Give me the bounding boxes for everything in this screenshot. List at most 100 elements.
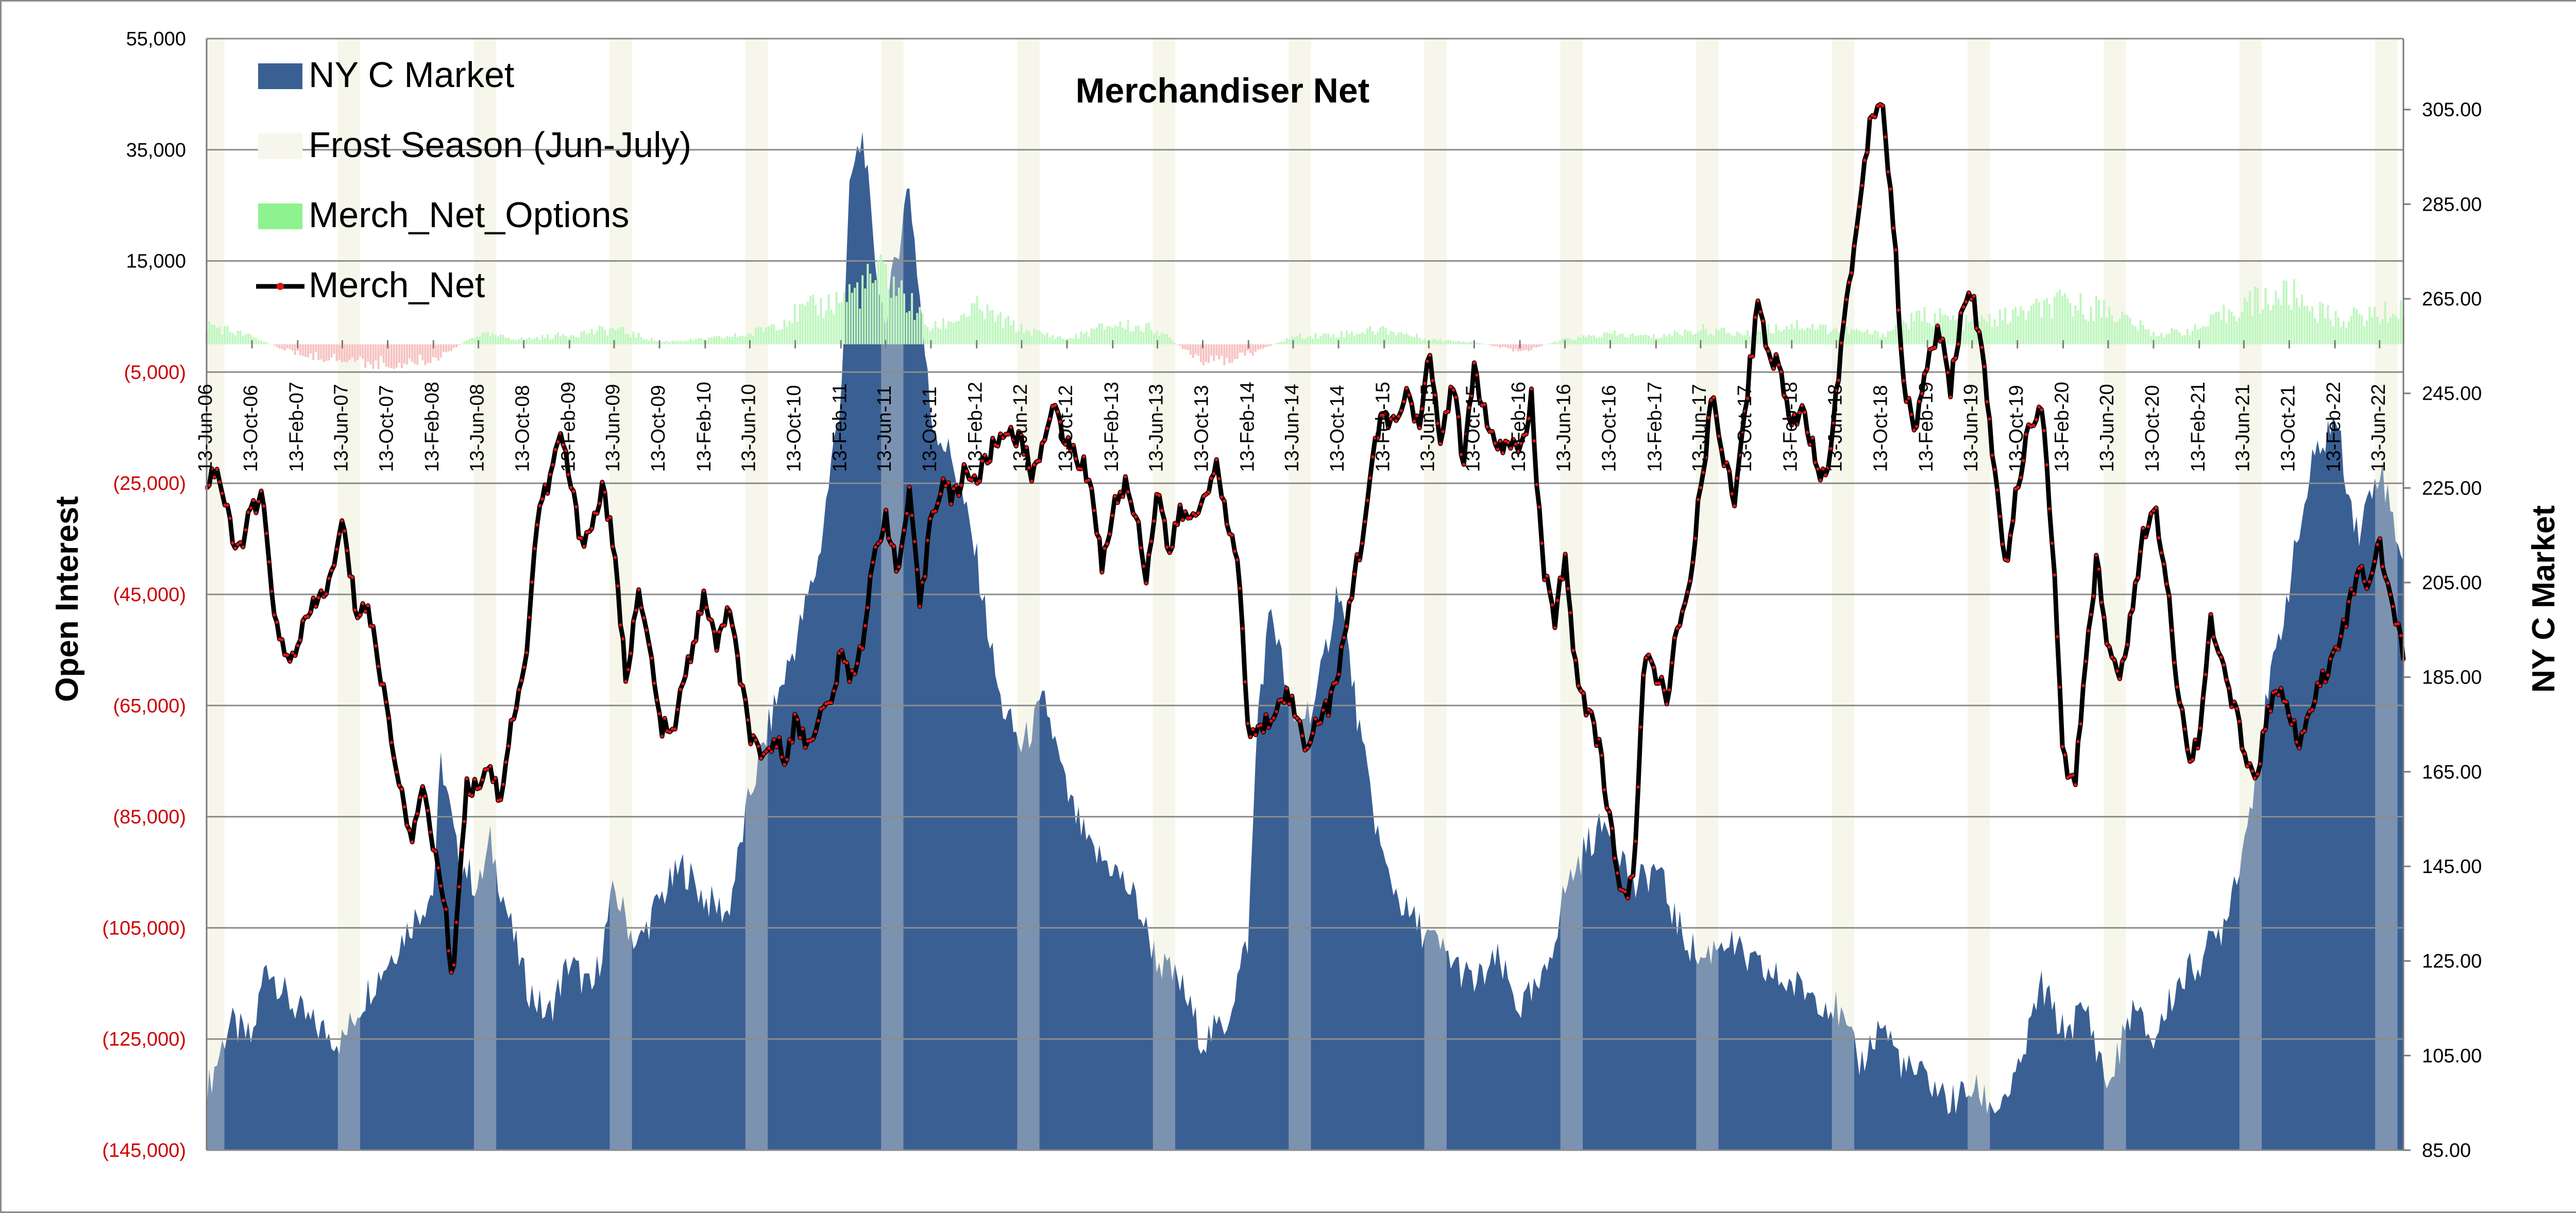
merch-net-point	[337, 532, 341, 536]
options-bar	[1400, 332, 1402, 345]
merch-net-point	[1475, 373, 1479, 377]
merch-net-point	[2094, 553, 2098, 557]
merch-net-point	[921, 580, 924, 584]
options-bar	[1572, 340, 1574, 345]
options-bar	[338, 344, 341, 360]
merch-net-point	[233, 546, 237, 550]
options-bar	[781, 329, 783, 345]
merch-net-point	[1228, 532, 1231, 536]
merch-net-point	[1032, 463, 1036, 467]
x-tick-label: 13-Oct-13	[1191, 385, 1213, 472]
merch-net-point	[1740, 430, 1744, 434]
merch-net-point	[1816, 467, 1820, 471]
merch-net-point	[2253, 776, 2257, 780]
merch-net-point	[2178, 701, 2181, 705]
options-bar	[1632, 333, 1634, 345]
options-bar	[484, 332, 486, 345]
merch-net-point	[1220, 495, 1224, 499]
options-bar	[835, 292, 838, 345]
options-bar	[1176, 344, 1179, 345]
merch-net-point	[2045, 463, 2049, 467]
merch-net-point	[478, 786, 482, 790]
options-bar	[1970, 321, 1973, 345]
merch-net-point	[1639, 725, 1642, 729]
options-bar	[1681, 336, 1684, 345]
merch-net-point	[1163, 519, 1166, 522]
x-tick-label: 13-Jun-06	[195, 384, 216, 472]
options-bar	[1070, 338, 1072, 345]
merch-net-point	[2321, 669, 2325, 673]
options-bar	[2347, 321, 2350, 345]
merch-net-point	[1478, 398, 1481, 402]
options-bar	[1062, 338, 1064, 345]
merch-net-point	[327, 576, 331, 580]
options-bar	[895, 296, 897, 345]
merch-net-point	[686, 655, 690, 658]
merch-net-point	[1886, 170, 1890, 174]
options-bar	[1364, 334, 1366, 345]
merch-net-point	[2326, 673, 2330, 677]
merch-net-point	[2245, 764, 2249, 768]
options-bar	[1369, 326, 1371, 345]
merch-net-point	[2167, 594, 2171, 598]
merch-net-point	[2238, 720, 2241, 723]
options-bar	[1028, 330, 1030, 345]
options-bar	[1626, 337, 1629, 345]
merch-net-point	[637, 588, 640, 591]
merch-net-point	[1566, 587, 1570, 591]
options-bar	[2290, 310, 2293, 345]
merch-net-point	[1673, 636, 1676, 640]
options-bar	[1663, 334, 1666, 345]
merch-net-point	[582, 544, 586, 549]
options-bar	[390, 344, 393, 369]
merch-net-point	[2087, 629, 2090, 633]
merch-net-point	[2076, 740, 2080, 744]
options-bar	[2311, 306, 2314, 345]
legend-label-frost-season: Frost Season (Jun-July)	[309, 125, 691, 165]
options-bar	[218, 327, 221, 345]
x-tick-label: 13-Feb-13	[1101, 382, 1123, 472]
options-bar	[958, 320, 960, 345]
merch-net-point	[621, 637, 625, 641]
options-bar	[1030, 336, 1033, 345]
merch-net-point	[2269, 709, 2273, 713]
options-bar	[473, 338, 476, 345]
merch-net-point	[1207, 490, 1211, 494]
y-right-tick-label: 85.00	[2422, 1140, 2471, 1161]
options-bar	[385, 344, 387, 367]
merch-net-point	[262, 504, 266, 508]
merch-net-point	[1993, 468, 1996, 471]
options-bar	[479, 336, 481, 345]
merch-net-point	[556, 440, 560, 443]
options-bar	[1285, 338, 1288, 345]
merch-net-point	[1087, 478, 1091, 482]
merch-net-point	[228, 517, 232, 520]
merch-net-point	[486, 767, 489, 771]
merch-net-point	[1811, 436, 1815, 440]
x-tick-label: 13-Feb-08	[421, 382, 443, 472]
options-bar	[1723, 328, 1725, 345]
options-bar	[2144, 330, 2147, 345]
merch-net-point	[939, 492, 942, 496]
merch-net-point	[402, 805, 406, 809]
merch-net-point	[1097, 537, 1101, 540]
y-left-tick-label: (85,000)	[113, 807, 186, 828]
y-right-tick-label: 185.00	[2422, 667, 2482, 689]
options-bar	[471, 337, 473, 345]
merch-net-point	[491, 780, 495, 784]
options-bar	[1431, 339, 1434, 345]
legend-label-merch-net-options: Merch_Net_Options	[309, 195, 630, 235]
merch-net-point	[298, 638, 302, 642]
merch-net-point	[1225, 522, 1229, 526]
options-bar	[1660, 337, 1663, 345]
merch-net-point	[2160, 551, 2163, 555]
merch-net-point	[785, 758, 789, 761]
options-bar	[1384, 328, 1387, 345]
options-bar	[2020, 306, 2022, 345]
merch-net-point	[569, 486, 573, 489]
options-bar	[757, 327, 760, 345]
merch-net-point	[1139, 546, 1143, 550]
merch-net-point	[689, 660, 692, 664]
options-bar	[1731, 335, 1733, 345]
